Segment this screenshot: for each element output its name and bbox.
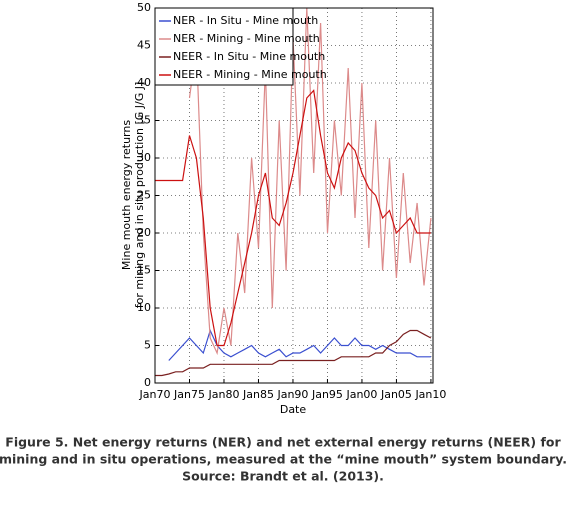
y-tick-label: 45 [137, 39, 151, 52]
y-tick-label: 50 [137, 1, 151, 14]
x-tick-label: Jan80 [207, 388, 239, 401]
caption: Figure 5. Net energy returns (NER) and n… [5, 435, 561, 450]
y-tick-label: 20 [137, 226, 151, 239]
x-tick-label: Jan90 [276, 388, 308, 401]
y-tick-label: 30 [137, 151, 151, 164]
x-axis-label: Date [280, 403, 307, 416]
legend-label: NER - Mining - Mine mouth [173, 32, 320, 45]
legend-label: NEER - In Situ - Mine mouth [173, 50, 325, 63]
plot-frame [154, 7, 434, 384]
x-tick-label: Jan70 [139, 388, 171, 401]
legend-label: NER - In Situ - Mine mouth [173, 14, 318, 27]
y-tick-label: 5 [144, 339, 151, 352]
series-line [155, 89, 431, 347]
legend-label: NEER - Mining - Mine mouth [173, 68, 327, 81]
x-tick-label: Jan95 [311, 388, 343, 401]
series-line [188, 7, 432, 356]
x-tick-label: Jan85 [242, 388, 274, 401]
y-axis-label: for mining and in situ production [G J/G… [133, 82, 146, 309]
y-tick-label: 0 [144, 376, 151, 389]
y-tick-label: 40 [137, 76, 151, 89]
y-tick-label: 35 [137, 114, 151, 127]
caption: mining and in situ operations, measured … [0, 452, 566, 467]
x-tick-label: Jan75 [173, 388, 205, 401]
y-tick-label: 15 [137, 264, 151, 277]
caption: Source: Brandt et al. (2013). [182, 469, 384, 484]
x-tick-label: Jan05 [380, 388, 412, 401]
y-tick-label: 25 [137, 189, 151, 202]
series-line [155, 329, 432, 377]
x-tick-label: Jan10 [414, 388, 446, 401]
x-tick-label: Jan00 [345, 388, 377, 401]
y-tick-label: 10 [137, 301, 151, 314]
legend-box [154, 7, 294, 86]
y-axis-label: Mine mouth energy returns [120, 120, 133, 270]
